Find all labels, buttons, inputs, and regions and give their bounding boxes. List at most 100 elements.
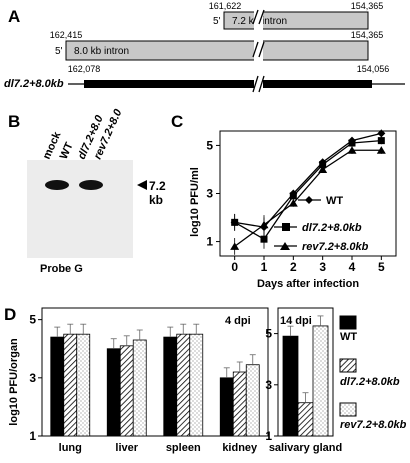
break-gap [254,9,263,93]
chart-c-point-rev [230,242,240,250]
chart-d1-ytick-label: 1 [29,429,36,443]
legend-c: WT dl7.2+8.0kb rev7.2+8.0kb [274,195,369,253]
chart-d1-bar [176,333,191,437]
legend-d-dl: dl7.2+8.0kb [340,376,400,388]
legend-d: WT dl7.2+8.0kb rev7.2+8.0kb [339,315,407,431]
break-mark-1b [258,9,265,25]
chart-c-xlabel: Days after infection [257,278,359,290]
chart-c-series-line-2 [234,149,382,247]
genome-name: dl7.2+8.0kb [4,78,64,90]
chart-d1-bar [232,371,247,437]
chart-c-xtick-label: 0 [231,260,238,274]
chart-c-point-dl [289,192,297,200]
probe-label: Probe G [40,263,83,275]
intron2-left-coord: 162,415 [50,30,83,40]
chart-c-point-dl [377,137,385,145]
panel-label-c: C [171,112,183,131]
legend-c-rev-marker [280,242,290,250]
intron2-box [65,40,369,61]
chart-d1-frame [41,307,269,437]
chart-d1-bar [106,348,121,437]
chart-c-point-rev [318,165,328,173]
chart-c-point-dl [260,235,268,243]
chart-c-point-rev [347,146,357,154]
chart-d-ylabel: log10 PFU/organ [8,338,20,426]
chart-d1-category-label: lung [59,442,82,454]
blot-band-rev [79,180,103,190]
chart-c-xtick-label: 2 [290,260,297,274]
chart-d1-category-label: spleen [166,442,201,454]
intron2-label: 8.0 kb intron [74,46,129,57]
chart-c-ytick-label: 1 [206,235,213,249]
chart-d1-bar [63,333,78,437]
chart-c-point-dl [348,139,356,147]
chart-d1-ytick-label: 3 [29,371,36,385]
chart-d1-bar [245,364,260,437]
break-mark-1a [252,9,259,25]
chart-d1-bar [132,339,147,437]
growth-curve-chart: 1 3 5 0 1 2 3 4 5 [206,129,397,274]
intron2-5prime: 5' [55,46,63,57]
legend-d-rev: rev7.2+8.0kb [340,419,407,431]
organ-titer-chart-4dpi: 1 3 5 lung liver spleen kidney [29,307,269,454]
legend-d-dl-swatch [339,358,357,373]
intron1-left-coord: 161,622 [209,1,242,11]
chart-d1-bar [119,345,134,437]
legend-c-dl: dl7.2+8.0kb [302,222,362,234]
chart-c-point-rev [259,220,269,229]
break-mark-3a [252,75,259,93]
chart-d1-bar [50,336,65,437]
legend-c-wt-marker [305,196,313,204]
chart-d2-bar [282,335,299,437]
chart-c-point-wt [377,129,386,138]
chart-d2-ytick-label: 3 [265,378,272,392]
chart-c-xtick-label: 3 [319,260,326,274]
band-size-unit: kb [149,193,163,207]
intron1-5prime: 5' [213,16,221,27]
chart-d2-annotation: 14 dpi [280,315,312,327]
chart-d2-bar [297,402,314,437]
chart-c-xtick-label: 1 [261,260,268,274]
chart-d1-annotation: 4 dpi [225,315,251,327]
chart-d2-ytick-label: 5 [265,327,272,341]
break-mark-2a [252,41,259,58]
panel-label-d: D [4,305,16,324]
chart-c-ytick-label: 5 [206,138,213,152]
band-size-value: 7.2 [149,179,166,193]
legend-c-dl-marker [282,223,290,231]
chart-d1-bar [219,377,234,437]
panel-label-a: A [8,7,20,26]
chart-c-ytick-label: 3 [206,187,213,201]
legend-d-wt-swatch [339,315,357,330]
break-mark-2b [258,41,265,58]
legend-c-wt: WT [326,195,343,207]
chart-d1-bar [76,333,91,437]
chart-c-series-line-1 [234,139,382,241]
deletion-bar [84,80,372,88]
chart-d1-bar [163,336,178,437]
band-arrow [137,180,147,190]
chart-c-xtick-label: 5 [378,260,385,274]
genome-left-coord: 162,078 [68,64,101,74]
chart-c-series-line-0 [234,132,382,228]
chart-c-point-dl [319,161,327,169]
lane-label-wt: WT [58,140,76,161]
legend-c-rev: rev7.2+8.0kb [302,241,369,253]
chart-d2-category-label: salivary gland [269,442,342,454]
chart-c-point-dl [231,218,239,226]
chart-d1-ytick-label: 5 [29,313,36,327]
chart-d1-bar [189,333,204,437]
legend-d-wt: WT [340,331,357,343]
chart-c-xtick-label: 4 [349,260,356,274]
panel-label-b: B [8,112,20,131]
organ-titer-chart-14dpi: 1 3 5 salivary gland [265,307,342,454]
genome-right-coord: 154,056 [357,64,390,74]
intron2-right-coord: 154,365 [351,30,384,40]
chart-c-ylabel: log10 PFU/ml [189,167,201,237]
legend-d-rev-swatch [339,402,357,417]
chart-d1-category-label: liver [115,442,138,454]
chart-c-point-rev [288,199,298,207]
blot-band-wt [45,180,69,190]
northern-blot [27,160,133,258]
